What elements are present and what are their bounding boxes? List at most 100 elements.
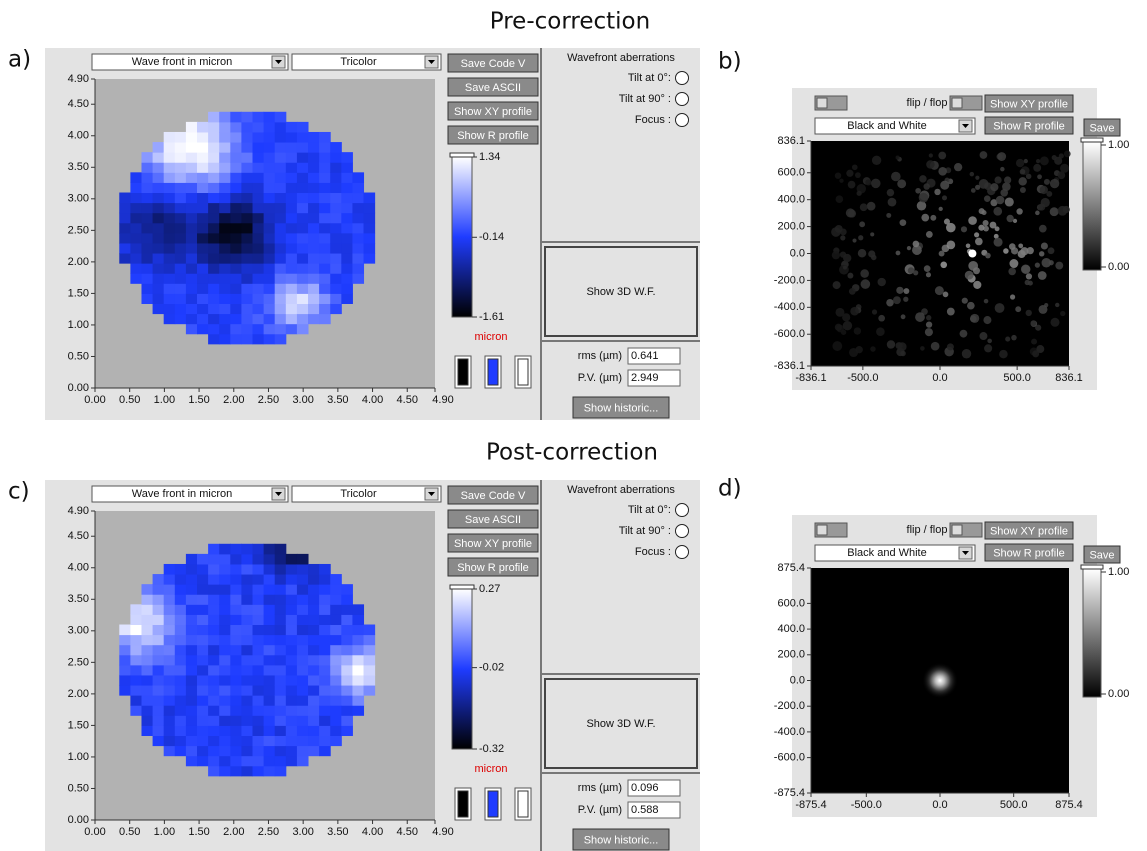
map-cell (330, 293, 342, 304)
button-label[interactable]: Save Code V (461, 490, 526, 502)
colorbar (452, 589, 472, 749)
map-cell (175, 283, 187, 294)
map-cell (208, 293, 220, 304)
dropdown-value[interactable]: Black and White (847, 120, 926, 132)
map-cell (241, 746, 253, 757)
x-tick-label: 4.50 (397, 394, 418, 406)
color-swatch[interactable] (458, 359, 468, 385)
button-label[interactable]: Show R profile (993, 547, 1065, 559)
map-cell (253, 766, 265, 777)
map-cell (208, 314, 220, 325)
color-swatch[interactable] (518, 791, 528, 817)
toggle-knob[interactable] (952, 525, 962, 535)
show-3d-label[interactable]: Show 3D W.F. (586, 286, 655, 298)
map-cell (153, 665, 165, 676)
stat-label: rms (µm) (578, 782, 622, 794)
map-cell (241, 614, 253, 625)
dropdown-value[interactable]: Tricolor (340, 56, 377, 68)
map-cell (141, 152, 153, 163)
unit-label: micron (474, 763, 507, 775)
button-label[interactable]: Show XY profile (454, 538, 532, 550)
color-swatch[interactable] (488, 359, 498, 385)
button-label[interactable]: Show R profile (993, 120, 1065, 132)
map-cell (330, 655, 342, 666)
speckle (832, 341, 842, 351)
dropdown-value[interactable]: Black and White (847, 547, 926, 559)
map-cell (330, 725, 342, 736)
map-cell (175, 735, 187, 746)
map-cell (330, 223, 342, 234)
map-cell (208, 766, 220, 777)
button-label[interactable]: Show XY profile (990, 98, 1068, 110)
speckle (1000, 189, 1008, 197)
button-label[interactable]: Save (1089, 549, 1114, 561)
map-cell (341, 725, 353, 736)
map-cell (275, 554, 287, 565)
map-cell (153, 574, 165, 585)
speckle (847, 273, 853, 279)
map-cell (341, 283, 353, 294)
toggle-knob[interactable] (952, 98, 962, 108)
map-cell (275, 746, 287, 757)
dropdown-value[interactable]: Wave front in micron (132, 488, 232, 500)
map-cell (253, 675, 265, 686)
map-cell (341, 614, 353, 625)
map-cell (208, 544, 220, 555)
dropdown-value[interactable]: Wave front in micron (132, 56, 232, 68)
button-label[interactable]: Save ASCII (465, 82, 521, 94)
button-label[interactable]: Save (1089, 122, 1114, 134)
historic-button-label[interactable]: Show historic... (584, 834, 659, 846)
map-cell (286, 584, 298, 595)
map-cell (219, 564, 231, 575)
speckle (943, 292, 949, 298)
button-label[interactable]: Show R profile (457, 562, 529, 574)
x-tick-label: 0.50 (119, 394, 140, 406)
map-cell (141, 655, 153, 666)
speckle (1009, 243, 1016, 250)
map-cell (219, 554, 231, 565)
map-cell (130, 635, 142, 646)
button-label[interactable]: Show XY profile (990, 525, 1068, 537)
map-cell (141, 604, 153, 615)
map-cell (141, 695, 153, 706)
button-label[interactable]: Save ASCII (465, 514, 521, 526)
map-cell (286, 655, 298, 666)
toggle-knob[interactable] (817, 525, 827, 535)
colorbar-handle (1081, 138, 1103, 142)
map-cell (230, 625, 242, 636)
toggle-knob[interactable] (817, 98, 827, 108)
color-swatch[interactable] (518, 359, 528, 385)
color-swatch[interactable] (458, 791, 468, 817)
button-label[interactable]: Show XY profile (454, 106, 532, 118)
button-label[interactable]: Show R profile (457, 130, 529, 142)
aberration-label: Focus : (635, 546, 671, 558)
map-cell (164, 625, 176, 636)
color-swatch[interactable] (488, 791, 498, 817)
speckle (925, 328, 933, 336)
map-cell (308, 655, 320, 666)
speckle (876, 327, 885, 336)
map-cell (186, 314, 198, 325)
map-cell (275, 725, 287, 736)
map-cell (297, 314, 309, 325)
map-cell (186, 584, 198, 595)
speckle (980, 151, 988, 159)
map-cell (219, 635, 231, 646)
map-cell (253, 554, 265, 565)
map-cell (141, 162, 153, 173)
button-label[interactable]: Save Code V (461, 58, 526, 70)
y-tick-label: 875.4 (777, 562, 805, 574)
dropdown-value[interactable]: Tricolor (340, 488, 377, 500)
speckle (903, 297, 908, 302)
map-cell (153, 283, 165, 294)
show-3d-label[interactable]: Show 3D W.F. (586, 718, 655, 730)
colorbar-label: 0.00 (1108, 688, 1129, 700)
speckle (973, 281, 981, 289)
historic-button-label[interactable]: Show historic... (584, 402, 659, 414)
speckle (1035, 263, 1040, 268)
map-cell (330, 203, 342, 214)
map-cell (352, 675, 364, 686)
map-cell (175, 695, 187, 706)
map-cell (175, 635, 187, 646)
map-cell (141, 665, 153, 676)
